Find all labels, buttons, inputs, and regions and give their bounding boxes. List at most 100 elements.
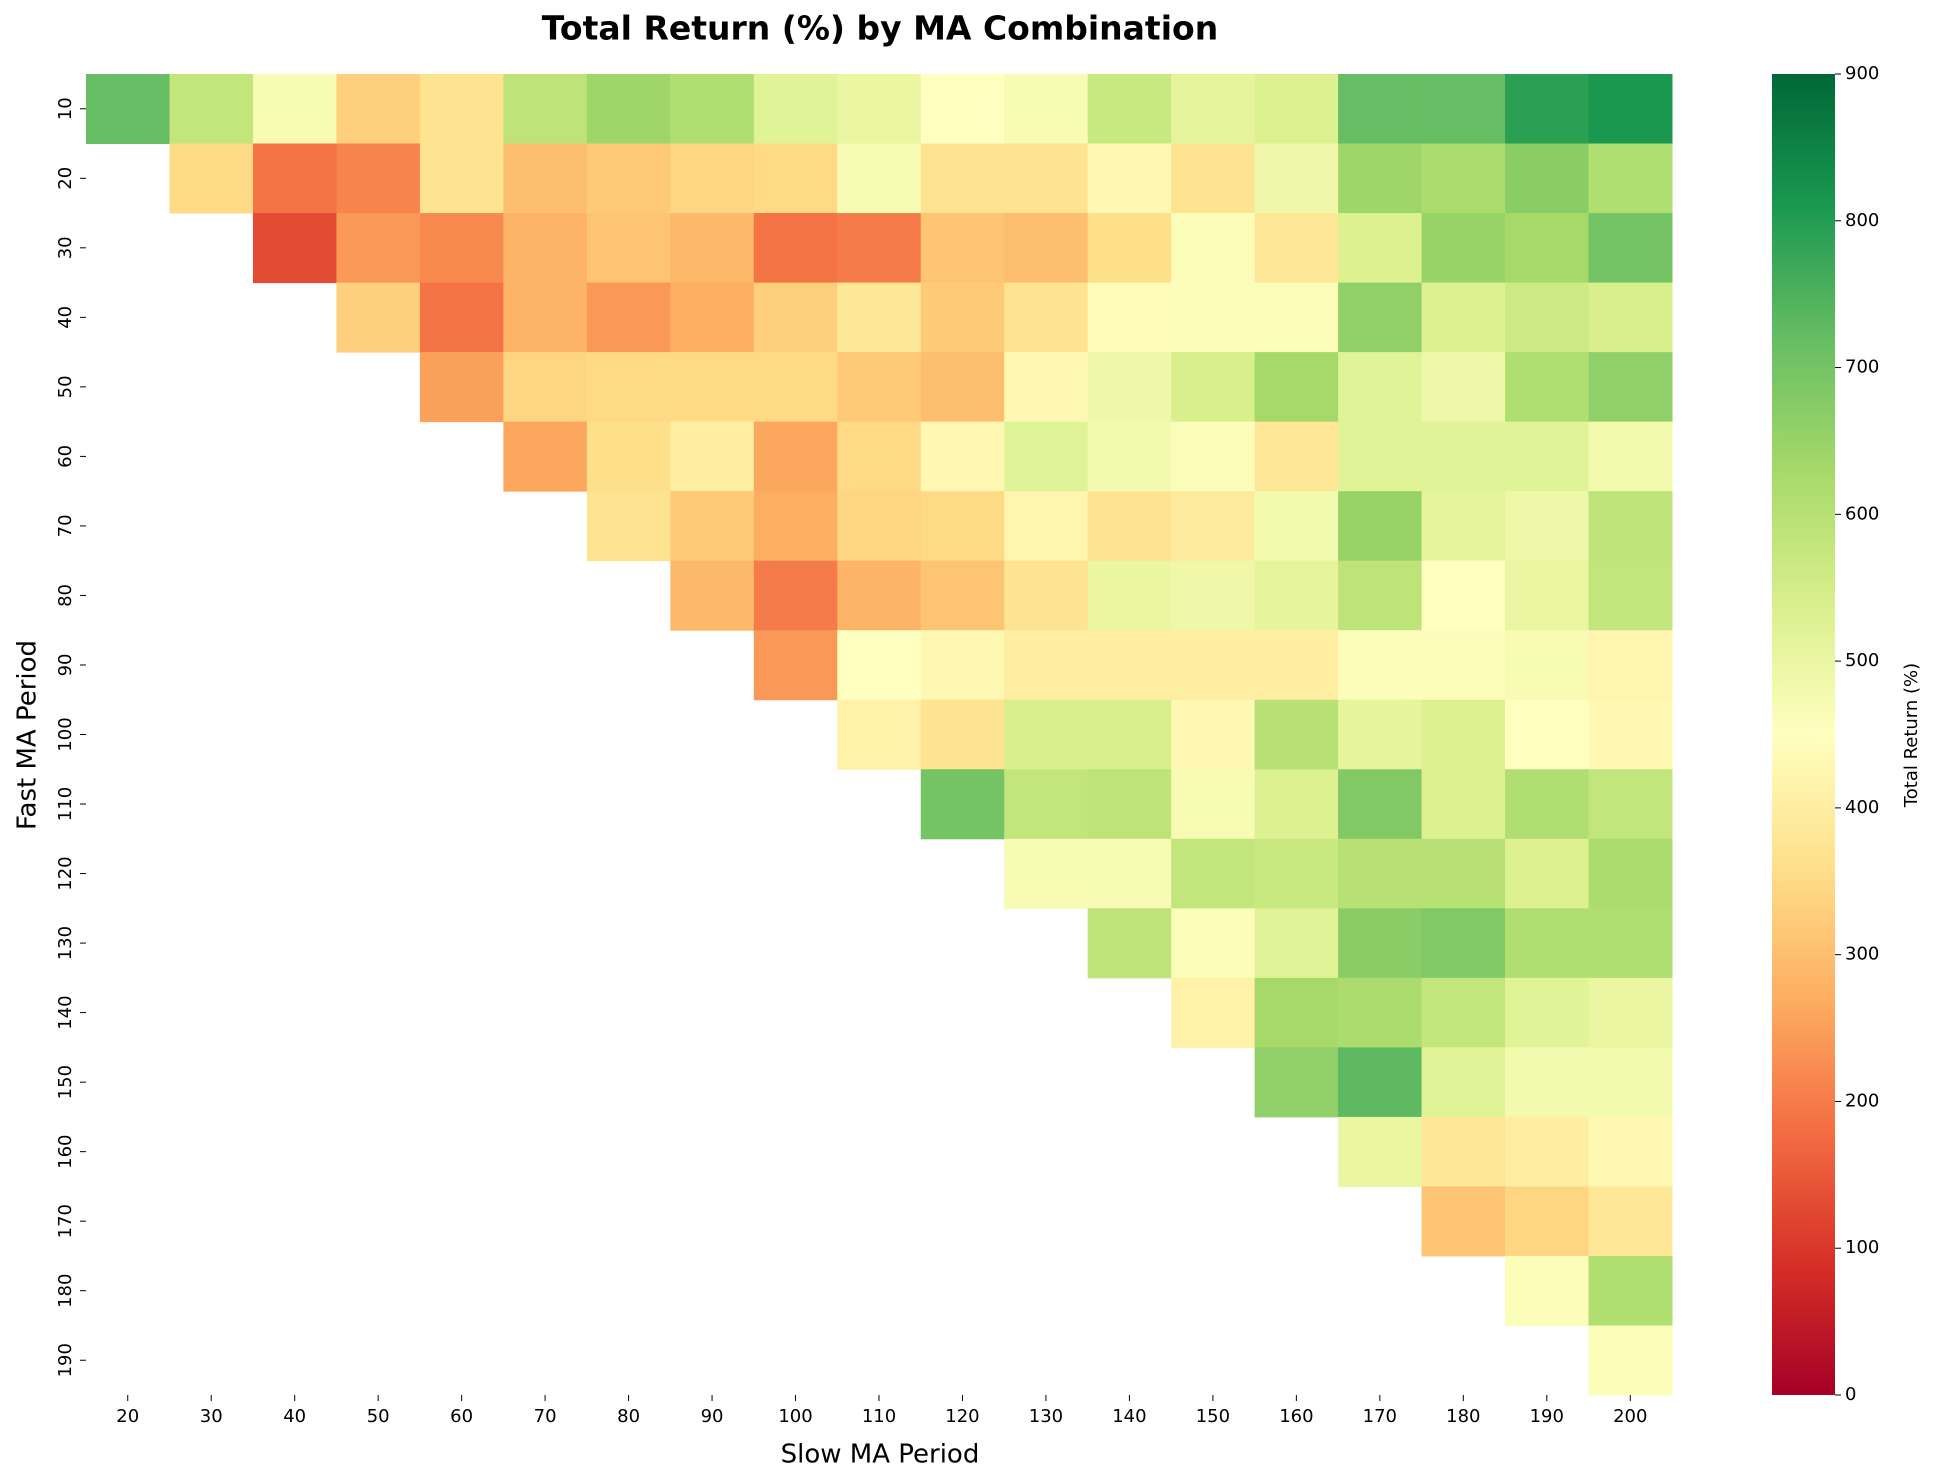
heatmap-cell bbox=[1004, 352, 1089, 423]
heatmap-cell bbox=[753, 352, 838, 423]
x-tick-label: 190 bbox=[1530, 1406, 1564, 1427]
heatmap-cell bbox=[1254, 977, 1339, 1048]
heatmap-cell bbox=[753, 491, 838, 562]
heatmap-cell bbox=[1421, 421, 1506, 492]
heatmap-cell bbox=[920, 560, 1005, 631]
heatmap-cell bbox=[1421, 1116, 1506, 1187]
colorbar bbox=[1772, 74, 1835, 1395]
chart-title: Total Return (%) by MA Combination bbox=[542, 9, 1218, 48]
heatmap-cell bbox=[1254, 769, 1339, 840]
heatmap-cell bbox=[1505, 1116, 1590, 1187]
heatmap-cell bbox=[1421, 560, 1506, 631]
y-tick-label: 40 bbox=[55, 306, 76, 329]
y-tick-label: 110 bbox=[55, 787, 76, 821]
heatmap-cell bbox=[1338, 421, 1423, 492]
heatmap-cell bbox=[1254, 908, 1339, 979]
heatmap-cell bbox=[586, 213, 671, 284]
heatmap-cell bbox=[1171, 769, 1256, 840]
heatmap-cell bbox=[1421, 699, 1506, 770]
heatmap-cell bbox=[1254, 213, 1339, 284]
colorbar-label: Total Return (%) bbox=[1901, 663, 1922, 808]
heatmap-cell bbox=[419, 213, 504, 284]
y-tick-label: 90 bbox=[55, 654, 76, 677]
colorbar-tick-label: 800 bbox=[1845, 210, 1879, 231]
heatmap-cell bbox=[1087, 213, 1172, 284]
heatmap-cell bbox=[1171, 491, 1256, 562]
heatmap-cell bbox=[1588, 1116, 1673, 1187]
heatmap-cell bbox=[1087, 74, 1172, 145]
y-tick-label: 70 bbox=[55, 514, 76, 537]
heatmap-cell bbox=[670, 421, 755, 492]
heatmap-cell bbox=[1588, 143, 1673, 214]
heatmap-cell bbox=[920, 699, 1005, 770]
heatmap-cell bbox=[1421, 838, 1506, 909]
heatmap-cell bbox=[1588, 977, 1673, 1048]
heatmap-cell bbox=[1254, 282, 1339, 353]
heatmap-cell bbox=[753, 282, 838, 353]
x-tick-label: 110 bbox=[862, 1406, 896, 1427]
heatmap-cell bbox=[837, 143, 922, 214]
heatmap-cell bbox=[1254, 630, 1339, 701]
heatmap-cell bbox=[1004, 421, 1089, 492]
heatmap-cell bbox=[1338, 491, 1423, 562]
heatmap-cell bbox=[1087, 560, 1172, 631]
heatmap-cell bbox=[1505, 560, 1590, 631]
heatmap-cell bbox=[1588, 282, 1673, 353]
heatmap-cell bbox=[1421, 491, 1506, 562]
heatmap-cell bbox=[1171, 282, 1256, 353]
heatmap-cell bbox=[670, 560, 755, 631]
x-tick-label: 60 bbox=[450, 1406, 473, 1427]
heatmap-cell bbox=[1338, 769, 1423, 840]
heatmap-cell bbox=[1338, 282, 1423, 353]
heatmap-cell bbox=[86, 74, 170, 145]
x-tick-label: 200 bbox=[1613, 1406, 1647, 1427]
colorbar-tick-label: 100 bbox=[1845, 1237, 1879, 1258]
heatmap-cell bbox=[920, 352, 1005, 423]
heatmap-cell bbox=[837, 421, 922, 492]
heatmap-cell bbox=[670, 352, 755, 423]
y-tick-label: 170 bbox=[55, 1204, 76, 1238]
heatmap-cell bbox=[336, 143, 421, 214]
heatmap-cell bbox=[753, 630, 838, 701]
heatmap-cell bbox=[1254, 1047, 1339, 1118]
heatmap-cell bbox=[503, 352, 588, 423]
x-tick-label: 40 bbox=[283, 1406, 306, 1427]
heatmap-cell bbox=[503, 421, 588, 492]
heatmap-cell bbox=[1087, 282, 1172, 353]
heatmap-cell bbox=[837, 282, 922, 353]
y-tick-label: 140 bbox=[55, 995, 76, 1029]
heatmap-cell bbox=[1254, 74, 1339, 145]
heatmap-cell bbox=[1505, 421, 1590, 492]
y-tick-label: 120 bbox=[55, 856, 76, 890]
y-tick-label: 20 bbox=[55, 167, 76, 190]
heatmap-cell bbox=[336, 74, 421, 145]
heatmap-cell bbox=[670, 491, 755, 562]
y-tick-label: 150 bbox=[55, 1065, 76, 1099]
heatmap-cell bbox=[1171, 699, 1256, 770]
heatmap-cell bbox=[920, 213, 1005, 284]
heatmap-cell bbox=[1254, 838, 1339, 909]
heatmap-cell bbox=[503, 213, 588, 284]
heatmap-cell bbox=[1171, 213, 1256, 284]
colorbar-tick-label: 600 bbox=[1845, 503, 1879, 524]
x-tick-label: 20 bbox=[116, 1406, 139, 1427]
heatmap-cell bbox=[1505, 630, 1590, 701]
heatmap-cell bbox=[1505, 699, 1590, 770]
heatmap-cell bbox=[1004, 699, 1089, 770]
heatmap-cell bbox=[1588, 421, 1673, 492]
y-axis-label: Fast MA Period bbox=[13, 640, 43, 830]
heatmap-cell bbox=[1338, 143, 1423, 214]
heatmap-cell bbox=[1505, 143, 1590, 214]
x-tick-label: 170 bbox=[1363, 1406, 1397, 1427]
heatmap-cell bbox=[920, 74, 1005, 145]
x-tick-label: 130 bbox=[1029, 1406, 1063, 1427]
heatmap-cell bbox=[419, 282, 504, 353]
y-tick-label: 180 bbox=[55, 1274, 76, 1308]
heatmap-cell bbox=[837, 699, 922, 770]
heatmap-cell bbox=[586, 74, 671, 145]
heatmap-cell bbox=[252, 74, 337, 145]
heatmap-cell bbox=[920, 630, 1005, 701]
heatmap-cell bbox=[753, 74, 838, 145]
heatmap-cell bbox=[670, 143, 755, 214]
